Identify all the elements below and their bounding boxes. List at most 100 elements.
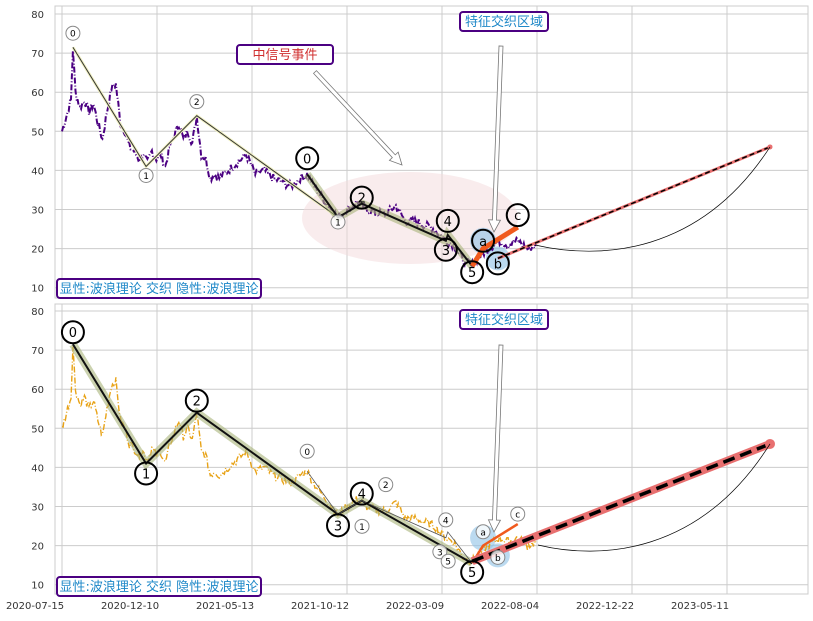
wave-label-secondary: 4 [444,215,452,230]
x-tick-label: 2020-12-10 [101,601,159,612]
wave-label-secondary-circle [349,185,374,210]
wave-label-secondary: 0 [304,448,310,458]
wave-label-abc: c [515,511,520,521]
wave-label-secondary: 0 [303,152,311,167]
wave-label-primary-circle [138,167,154,183]
abc-wave-line [470,224,520,268]
wave-label-secondary: 3 [442,244,450,259]
x-tick-label: 2022-12-22 [576,601,634,612]
wave-label-abc: a [479,235,487,250]
wave-label-primary: 5 [468,566,476,581]
y-tick-label: 80 [31,307,44,318]
wave-label-primary-circle [349,481,374,506]
y-tick-label: 70 [31,49,44,60]
legend-label: 显性:波浪理论 交织 隐性:波浪理论 [59,281,258,297]
x-tick-label: 2022-03-09 [386,601,444,612]
secondary-wave-line [306,471,473,564]
region-label-box [459,11,549,32]
projection-band [470,440,772,565]
wave-label-primary-circle [60,320,85,345]
wave-label-secondary-circle [435,208,460,233]
panel-bottom: 1020304050607080012345012345abc特征交织区域显性:… [31,303,809,597]
region-label-box [459,309,549,330]
wave-label-primary: 2 [194,98,200,108]
wave-label-secondary: 3 [437,548,443,558]
region-label: 特征交织区域 [465,14,543,30]
wave-label-primary: 1 [143,172,149,182]
primary-wave-line [72,46,339,218]
wave-label-abc: c [514,209,521,224]
wave-label-abc-circle [505,203,530,228]
wave-label-secondary: 4 [443,516,449,526]
legend-label-box [56,278,262,299]
wave-label-secondary-circle [354,518,370,534]
wave-label-abc-circle [471,228,496,253]
signal-label-box [236,44,334,65]
y-tick-label: 40 [31,463,44,474]
y-tick-label: 30 [31,206,44,217]
y-tick-label: 30 [31,503,44,514]
y-tick-label: 60 [31,88,44,99]
x-tick-label: 2022-08-04 [481,601,539,612]
wave-label-secondary-circle [299,443,315,459]
wave-label-secondary: 5 [468,266,476,281]
wave-label-primary-circle [184,388,209,413]
wave-label-secondary: 1 [359,523,365,533]
wave-label-primary-circle [65,25,81,41]
wave-label-primary-circle [134,461,159,486]
panel-top: 1020304050607080012012345abc中信号事件特征交织区域显… [31,5,809,299]
wave-label-primary: 2 [193,395,201,410]
y-tick-label: 20 [31,542,44,553]
y-tick-label: 50 [31,127,44,138]
wave-label-abc-circle [475,524,491,540]
wave-label-primary-circle [189,94,205,110]
wave-label-secondary: 5 [445,558,451,568]
wave-label-secondary-circle [460,260,485,285]
wave-label-abc: b [494,257,502,272]
annotation-arrow [312,70,403,166]
y-tick-label: 50 [31,424,44,435]
wave-label-secondary-circle [438,512,454,528]
wave-label-abc: b [495,554,501,564]
plot-area [54,303,809,595]
wave-label-abc-circle [490,549,506,565]
legend-label: 显性:波浪理论 交织 隐性:波浪理论 [59,579,258,595]
wave-label-sub: 1 [335,219,341,229]
x-tick-label: 2021-05-13 [196,601,254,612]
wave-label-primary: 3 [334,519,342,534]
wave-label-sub-circle [330,214,346,230]
y-tick-label: 80 [31,10,44,21]
wave-label-primary-circle [326,513,351,538]
wave-label-secondary-circle [440,553,456,569]
projection-line [497,146,771,260]
wave-label-secondary-circle [432,544,448,560]
wave-label-primary-circle [460,560,485,585]
y-tick-label: 10 [31,284,44,295]
primary-wave-line [72,343,473,565]
wave-label-abc-circle [510,506,526,522]
wave-label-primary: 4 [358,488,366,503]
x-tick-label: 2021-10-12 [291,601,349,612]
wave-label-abc: a [480,528,486,538]
projection-arc [534,146,771,252]
annotation-arrow [487,45,504,233]
wave-label-secondary-circle [295,146,320,171]
signal-label: 中信号事件 [252,48,317,63]
wave-label-abc-circle [485,251,510,276]
y-tick-label: 70 [31,346,44,357]
wave-label-primary: 1 [142,467,150,482]
wave-label-primary: 0 [70,30,76,40]
wave-label-secondary: 2 [358,192,366,207]
y-tick-label: 60 [31,385,44,396]
x-tick-label: 2023-05-11 [671,601,729,612]
wave-label-secondary: 2 [383,481,389,491]
region-label: 特征交织区域 [465,312,543,328]
y-tick-label: 40 [31,166,44,177]
annotation-arrow [487,344,504,533]
projection-arc [537,443,771,552]
wave-label-primary: 0 [69,326,77,341]
wave-label-secondary-circle [433,237,458,262]
legend-label-box [56,576,262,597]
y-tick-label: 20 [31,245,44,256]
